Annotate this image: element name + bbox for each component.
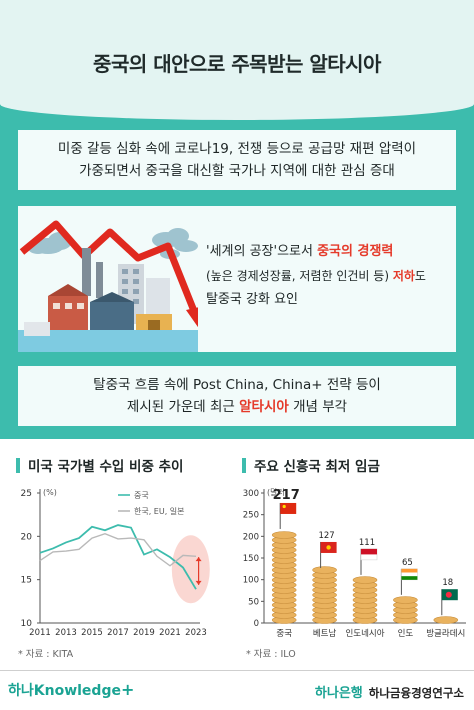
legend-label: 한국, EU, 일본 bbox=[134, 507, 185, 516]
flag-stripe bbox=[401, 576, 418, 580]
y-tick-label: 250 bbox=[243, 511, 259, 521]
x-tick-label: 2023 bbox=[185, 628, 207, 638]
china-flag-icon bbox=[280, 502, 297, 514]
flag-stripe bbox=[401, 568, 418, 573]
gap-arrow-head-up bbox=[195, 557, 202, 562]
import-share-line-chart: 10 15 20 25 (%) 2011 2013 2015 2017 2019 2021 2023 중… bbox=[21, 488, 210, 638]
value-label: 65 bbox=[402, 558, 413, 568]
summary-panel-3: 탈중국 흐름 속에 Post China, China+ 전략 등이 제시된 가… bbox=[18, 366, 456, 426]
x-tick-label: 2017 bbox=[107, 628, 129, 638]
summary-text-3: 탈중국 흐름 속에 Post China, China+ 전략 등이 제시된 가… bbox=[18, 374, 456, 418]
summary-2-line-2: (높은 경제성장률, 저렴한 인건비 등) 저하도 bbox=[206, 264, 454, 288]
page-title: 중국의 대안으로 주목받는 알타시아 bbox=[93, 52, 381, 76]
coin-bar-segment bbox=[352, 576, 378, 584]
summary-text-2: '세계의 공장'으로서 중국의 경쟁력 (높은 경제성장률, 저렴한 인건비 등… bbox=[206, 240, 454, 312]
category-label: 인도네시아 bbox=[345, 628, 384, 639]
hana-knowledge-plus: + bbox=[120, 680, 135, 699]
y-tick-label: 15 bbox=[21, 576, 32, 586]
india-flag-icon bbox=[401, 568, 418, 581]
y-tick-label: 300 bbox=[243, 489, 259, 499]
summary-1-line-2: 가중되면서 중국을 대신할 국가나 지역에 대한 관심 증대 bbox=[79, 163, 395, 179]
hana-knowledge-logo: 하나Knowledge+ bbox=[8, 680, 134, 700]
summary-3-line-1: 탈중국 흐름 속에 Post China, China+ 전략 등이 bbox=[93, 377, 381, 393]
china-competitiveness-highlight: 중국의 경쟁력 bbox=[317, 244, 394, 259]
hana-bank-logo: 하나은행 하나금융경영연구소 bbox=[315, 682, 464, 701]
legend-label: 중국 bbox=[134, 491, 149, 500]
value-label: 127 bbox=[318, 531, 334, 541]
flag-circle bbox=[445, 591, 452, 598]
y-tick-label: 10 bbox=[21, 619, 33, 629]
y-tick-label: 0 bbox=[254, 619, 259, 629]
header: 중국의 대안으로 주목받는 알타시아 bbox=[0, 0, 474, 118]
coin-bar-segment bbox=[271, 531, 297, 539]
value-label: 111 bbox=[359, 538, 375, 548]
coin-bar-segment bbox=[312, 566, 337, 574]
x-tick-label: 2015 bbox=[81, 628, 103, 638]
factory-decline-illustration bbox=[18, 220, 198, 352]
category-label: 베트남 bbox=[313, 629, 337, 639]
y-tick-label: 200 bbox=[243, 532, 259, 542]
min-wage-chart-title: 주요 신흥국 최저 임금 bbox=[242, 455, 380, 475]
hana-institute-text: 하나금융경영연구소 bbox=[368, 686, 464, 700]
y-tick-label: 20 bbox=[21, 532, 33, 542]
hana-knowledge-text: 하나Knowledge bbox=[8, 683, 121, 699]
left-chart-source: * 자료 : KITA bbox=[18, 649, 74, 660]
summary-3-line-2a: 제시된 가운데 최근 bbox=[126, 399, 240, 415]
title-marker bbox=[16, 458, 20, 473]
summary-1-line-1: 미중 갈등 심화 속에 코로나19, 전쟁 등으로 공급망 재편 압력이 bbox=[57, 141, 417, 157]
summary-3-line-2: 제시된 가운데 최근 알타시아 개념 부각 bbox=[18, 396, 456, 418]
min-wage-chart-title-text: 주요 신흥국 최저 임금 bbox=[254, 459, 380, 475]
flag-stripe bbox=[361, 548, 377, 555]
summary-2-line-2c: 도 bbox=[414, 269, 426, 283]
x-tick-label: 2011 bbox=[29, 628, 51, 638]
value-label: 217 bbox=[273, 488, 300, 503]
coin-bar-segment bbox=[433, 616, 459, 624]
series-line-china bbox=[39, 524, 197, 590]
x-tick-label: 2019 bbox=[133, 628, 155, 638]
decline-highlight: 저하 bbox=[392, 269, 415, 283]
coin-bar-segment bbox=[393, 596, 418, 604]
summary-panel-1: 미중 갈등 심화 속에 코로나19, 전쟁 등으로 공급망 재편 압력이 가중되… bbox=[18, 130, 456, 190]
flag-star bbox=[326, 545, 331, 550]
y-tick-label: 150 bbox=[243, 554, 259, 564]
summary-3-line-2c: 개념 부각 bbox=[288, 399, 348, 415]
x-tick-label: 2013 bbox=[55, 628, 77, 638]
summary-2-line-1a: '세계의 공장'으로서 bbox=[206, 244, 318, 259]
hana-bank-text: 하나은행 bbox=[314, 686, 363, 701]
category-label: 방글라데시 bbox=[426, 628, 465, 639]
summary-panel-2: '세계의 공장'으로서 중국의 경쟁력 (높은 경제성장률, 저렴한 인건비 등… bbox=[18, 206, 456, 352]
altasia-highlight: 알타시아 bbox=[239, 399, 289, 415]
y-tick-label: 25 bbox=[21, 489, 32, 499]
min-wage-bar-chart: 0 50 100 150 200 250 300 (달러)217 중국 127 베트남 111 인도네시… bbox=[243, 488, 466, 639]
flag-star bbox=[282, 504, 286, 509]
summary-text-1: 미중 갈등 심화 속에 코로나19, 전쟁 등으로 공급망 재편 압력이 가중되… bbox=[18, 138, 456, 182]
import-share-chart-title: 미국 국가별 수입 비중 추이 bbox=[16, 455, 183, 475]
category-label: 중국 bbox=[276, 629, 292, 639]
y-tick-label: 50 bbox=[248, 597, 259, 607]
summary-2-line-1: '세계의 공장'으로서 중국의 경쟁력 bbox=[206, 240, 454, 264]
import-share-chart-title-text: 미국 국가별 수입 비중 추이 bbox=[28, 459, 184, 475]
y-tick-label: 100 bbox=[243, 576, 259, 586]
summary-2-line-3: 탈중국 강화 요인 bbox=[206, 292, 298, 307]
x-tick-label: 2021 bbox=[159, 628, 181, 638]
footer-divider bbox=[0, 670, 474, 671]
right-chart-source: * 자료 : ILO bbox=[246, 649, 296, 660]
gap-arrow-head-down bbox=[195, 580, 202, 585]
decline-highlight-ellipse bbox=[171, 535, 210, 604]
series-line-korea-eu-japan bbox=[39, 532, 197, 567]
y-unit-label: (달러) bbox=[267, 488, 288, 497]
value-label: 18 bbox=[442, 578, 453, 588]
title-marker bbox=[242, 458, 246, 473]
summary-2-line-2a: (높은 경제성장률, 저렴한 인건비 등) bbox=[206, 269, 393, 283]
category-label: 인도 bbox=[398, 628, 414, 639]
y-unit-label: (%) bbox=[43, 488, 57, 497]
